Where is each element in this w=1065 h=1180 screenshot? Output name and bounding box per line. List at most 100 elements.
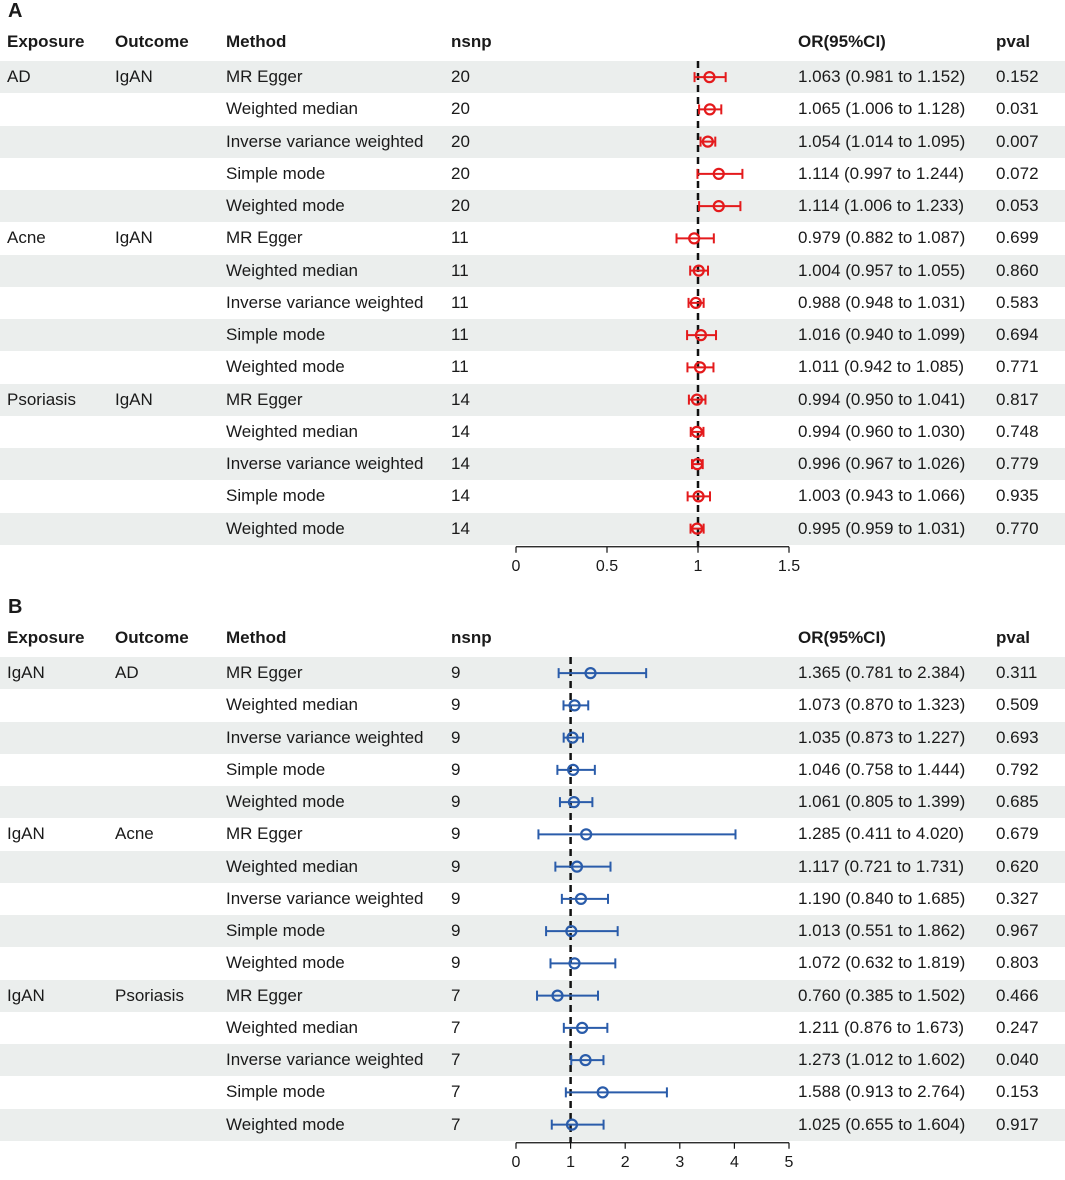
cell-or-ci: 1.046 (0.758 to 1.444) bbox=[798, 759, 966, 779]
cell-or-ci: 1.003 (0.943 to 1.066) bbox=[798, 486, 966, 506]
cell-pval: 0.247 bbox=[996, 1017, 1039, 1037]
cell-pval: 0.770 bbox=[996, 518, 1039, 538]
cell-or-ci: 1.072 (0.632 to 1.819) bbox=[798, 953, 966, 973]
cell-pval: 0.699 bbox=[996, 228, 1039, 248]
cell-method: MR Egger bbox=[226, 985, 303, 1005]
cell-nsnp: 14 bbox=[451, 421, 470, 441]
cell-nsnp: 9 bbox=[451, 824, 461, 844]
cell-method: Weighted mode bbox=[226, 792, 345, 811]
cell-or-ci: 1.011 (0.942 to 1.085) bbox=[798, 357, 965, 377]
cell-method: Weighted median bbox=[226, 260, 358, 280]
table-row: Weighted mode 14 0.995 (0.959 to 1.031) 0.7… bbox=[0, 512, 1065, 545]
x-tick-label: 0 bbox=[512, 1154, 521, 1171]
cell-nsnp: 7 bbox=[451, 1114, 461, 1134]
cell-or-ci: 0.988 (0.948 to 1.031) bbox=[798, 292, 966, 312]
cell-nsnp: 9 bbox=[451, 888, 461, 908]
cell-nsnp: 9 bbox=[451, 695, 461, 715]
cell-nsnp: 9 bbox=[451, 663, 461, 682]
cell-or-ci: 1.117 (0.721 to 1.731) bbox=[798, 856, 965, 876]
header-or: OR(95%CI) bbox=[798, 32, 886, 51]
cell-method: Weighted median bbox=[226, 695, 358, 715]
cell-pval: 0.779 bbox=[996, 454, 1039, 473]
header-exposure: Exposure bbox=[7, 32, 85, 51]
table-row: IgAN Psoriasis MR Egger 7 0.760 (0.385 to 1.… bbox=[0, 979, 1065, 1012]
cell-nsnp: 11 bbox=[451, 325, 469, 344]
table-row: Inverse variance weighted 7 1.273 (1.012 t… bbox=[0, 1044, 1065, 1077]
cell-nsnp: 14 bbox=[451, 486, 470, 506]
header-pval: pval bbox=[996, 628, 1031, 647]
cell-pval: 0.917 bbox=[996, 1114, 1039, 1134]
cell-outcome: Acne bbox=[115, 824, 154, 844]
x-tick-label: 5 bbox=[785, 1154, 794, 1171]
cell-pval: 0.031 bbox=[996, 99, 1039, 119]
cell-nsnp: 20 bbox=[451, 67, 470, 86]
table-row: Inverse variance weighted 9 1.035 (0.873 t… bbox=[0, 721, 1065, 754]
cell-nsnp: 20 bbox=[451, 196, 470, 215]
cell-or-ci: 1.035 (0.873 to 1.227) bbox=[798, 727, 966, 747]
cell-pval: 0.679 bbox=[996, 824, 1039, 844]
cell-or-ci: 1.365 (0.781 to 2.384) bbox=[798, 663, 966, 682]
x-tick-label: 2 bbox=[621, 1154, 630, 1171]
cell-outcome: IgAN bbox=[115, 67, 153, 86]
cell-pval: 0.327 bbox=[996, 888, 1039, 908]
table-row: Inverse variance weighted 20 1.054 (1.014 … bbox=[0, 125, 1065, 158]
cell-method: Simple mode bbox=[226, 325, 326, 344]
cell-method: Inverse variance weighted bbox=[226, 888, 424, 908]
cell-pval: 0.053 bbox=[996, 196, 1039, 215]
table-row: Simple mode 20 1.114 (0.997 to 1.244) 0.072 bbox=[0, 158, 1065, 190]
cell-or-ci: 1.190 (0.840 to 1.685) bbox=[798, 888, 966, 908]
cell-or-ci: 0.994 (0.950 to 1.041) bbox=[798, 389, 966, 409]
table-row: Simple mode 9 1.046 (0.758 to 1.444) 0.792 bbox=[0, 754, 1065, 786]
table-row: Inverse variance weighted 14 0.996 (0.967 … bbox=[0, 448, 1065, 481]
cell-method: Simple mode bbox=[226, 759, 326, 779]
cell-nsnp: 11 bbox=[451, 292, 469, 312]
cell-pval: 0.748 bbox=[996, 421, 1039, 441]
cell-method: Inverse variance weighted bbox=[226, 292, 424, 312]
cell-nsnp: 9 bbox=[451, 727, 461, 747]
cell-or-ci: 0.995 (0.959 to 1.031) bbox=[798, 518, 966, 538]
cell-method: MR Egger bbox=[226, 67, 303, 86]
cell-method: Weighted mode bbox=[226, 953, 345, 973]
cell-or-ci: 1.063 (0.981 to 1.152) bbox=[798, 67, 966, 86]
cell-exposure: IgAN bbox=[7, 824, 45, 844]
x-tick-label: 0.5 bbox=[596, 558, 618, 575]
cell-pval: 0.509 bbox=[996, 695, 1039, 715]
cell-exposure: AD bbox=[7, 67, 31, 86]
cell-outcome: AD bbox=[115, 663, 139, 682]
cell-method: Weighted mode bbox=[226, 1114, 345, 1134]
cell-nsnp: 9 bbox=[451, 953, 461, 973]
x-tick-label: 4 bbox=[730, 1154, 739, 1171]
cell-pval: 0.466 bbox=[996, 985, 1039, 1005]
cell-nsnp: 14 bbox=[451, 454, 470, 473]
table-row: IgAN AD MR Egger 9 1.365 (0.781 to 2.384) 0.3… bbox=[0, 657, 1065, 690]
table-row: Simple mode 14 1.003 (0.943 to 1.066) 0.935 bbox=[0, 480, 1065, 512]
cell-pval: 0.620 bbox=[996, 856, 1039, 876]
cell-method: Weighted median bbox=[226, 1017, 358, 1037]
cell-pval: 0.935 bbox=[996, 486, 1039, 506]
header-outcome: Outcome bbox=[115, 32, 189, 51]
cell-nsnp: 9 bbox=[451, 792, 461, 811]
cell-nsnp: 20 bbox=[451, 99, 470, 119]
cell-exposure: Psoriasis bbox=[7, 389, 76, 409]
header-pval: pval bbox=[996, 32, 1031, 51]
cell-pval: 0.967 bbox=[996, 921, 1039, 940]
cell-method: Weighted mode bbox=[226, 196, 345, 215]
header-method: Method bbox=[226, 628, 287, 647]
table-row: Psoriasis IgAN MR Egger 14 0.994 (0.950 to 1… bbox=[0, 383, 1065, 416]
cell-pval: 0.693 bbox=[996, 727, 1039, 747]
cell-nsnp: 7 bbox=[451, 1017, 461, 1037]
cell-nsnp: 11 bbox=[451, 357, 469, 377]
cell-exposure: Acne bbox=[7, 228, 46, 248]
cell-pval: 0.792 bbox=[996, 759, 1039, 779]
cell-pval: 0.817 bbox=[996, 389, 1039, 409]
header-outcome: Outcome bbox=[115, 628, 189, 647]
x-tick-label: 3 bbox=[675, 1154, 684, 1171]
cell-or-ci: 0.996 (0.967 to 1.026) bbox=[798, 454, 966, 473]
cell-exposure: IgAN bbox=[7, 985, 45, 1005]
cell-pval: 0.685 bbox=[996, 792, 1039, 811]
cell-or-ci: 1.061 (0.805 to 1.399) bbox=[798, 792, 966, 811]
cell-or-ci: 1.273 (1.012 to 1.602) bbox=[798, 1050, 966, 1069]
cell-nsnp: 14 bbox=[451, 389, 470, 409]
cell-nsnp: 7 bbox=[451, 985, 461, 1005]
cell-method: Weighted mode bbox=[226, 518, 345, 538]
